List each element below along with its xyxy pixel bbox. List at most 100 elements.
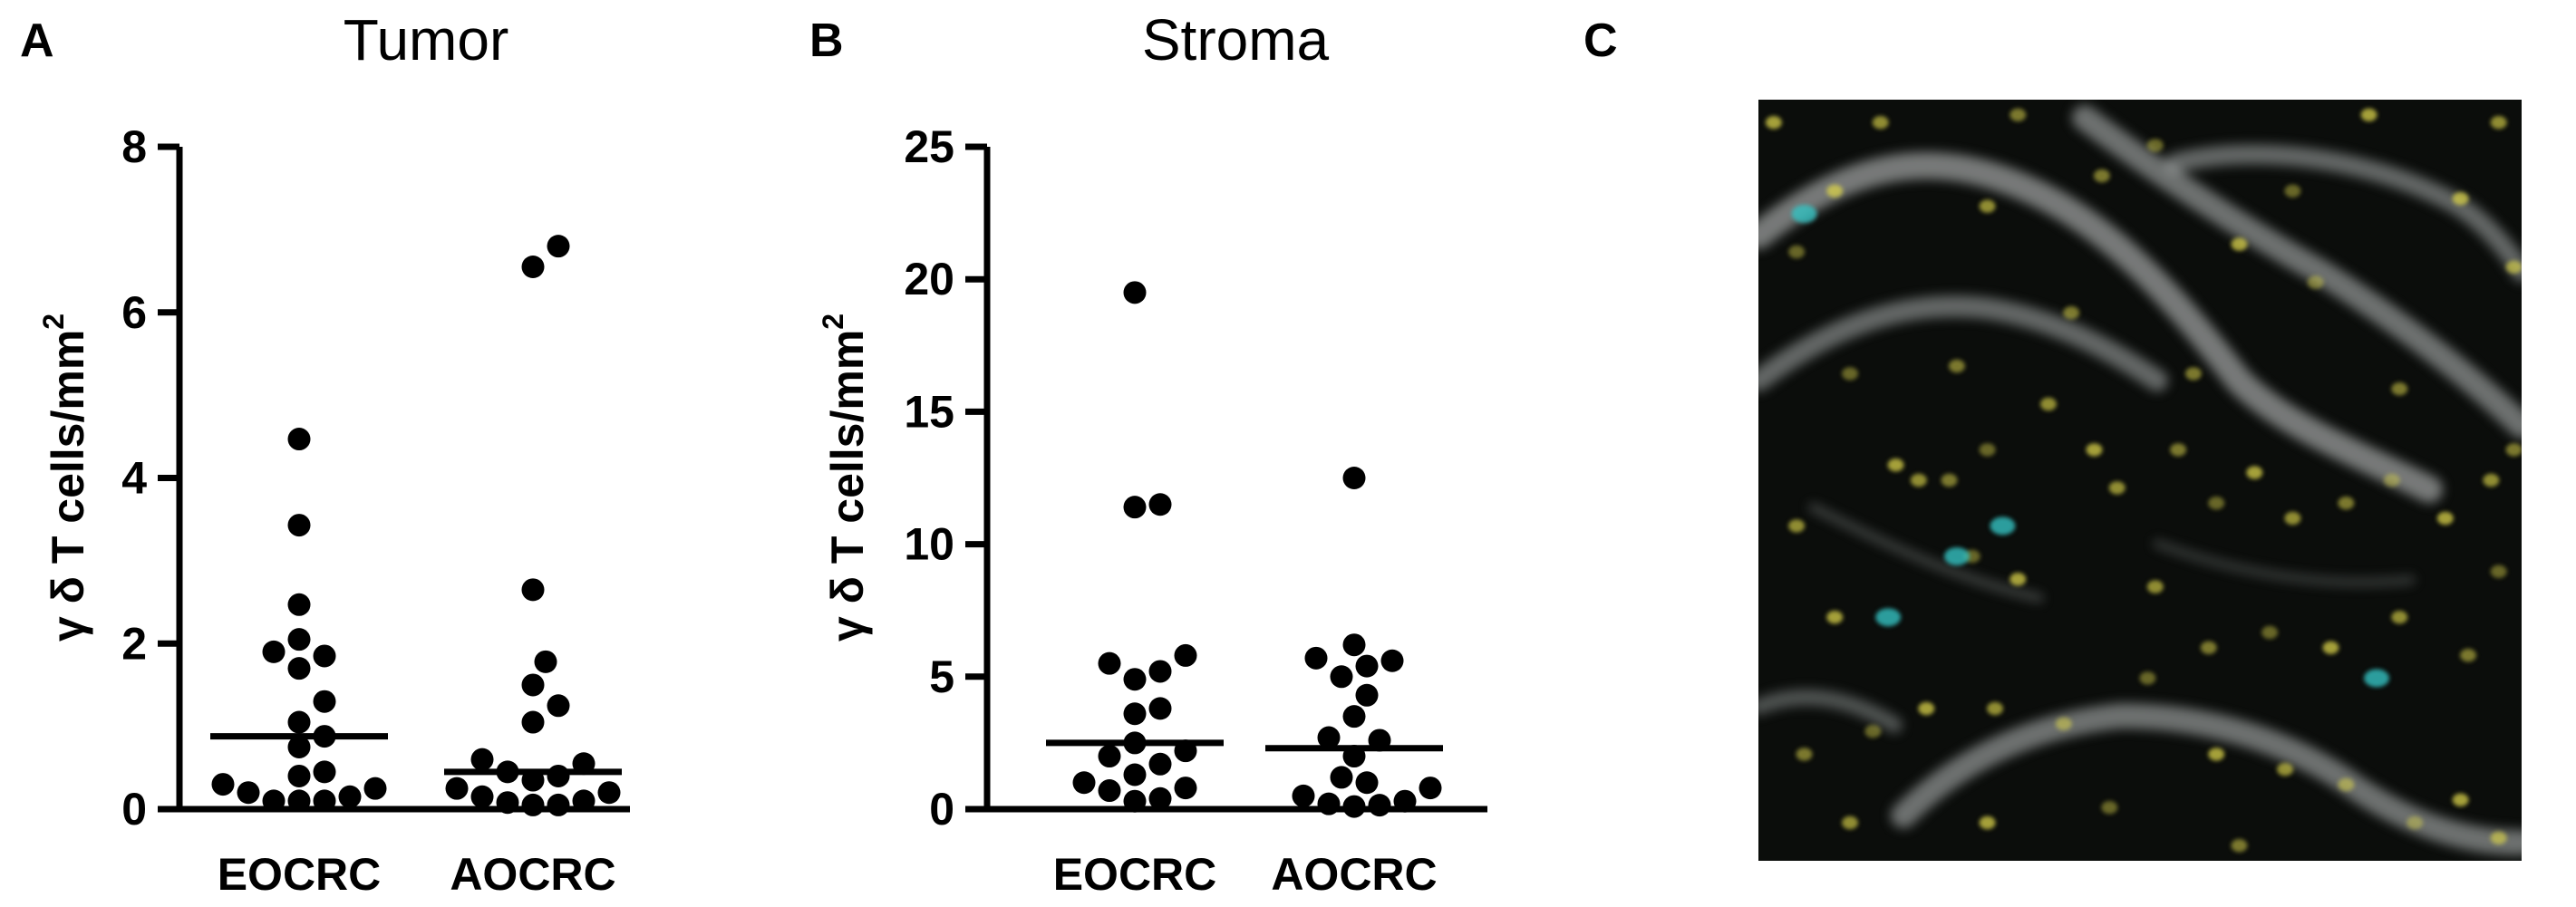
micrograph-cd3-cell-42 [1796,748,1813,761]
data-point-tumor-eocrc-1 [287,514,311,537]
micrograph-cd3-cell-3 [2146,139,2164,152]
data-point-stroma-eocrc-3 [1174,643,1197,667]
micrograph-cd3-cell-11 [2307,275,2324,289]
micrograph-cd3-cell-26 [2338,497,2355,510]
micrograph-cd3-cell-55 [2101,801,2118,815]
mean-lines-stroma [1046,739,1443,752]
data-point-tumor-aocrc-5 [547,694,570,718]
micrograph-cd3-cell-17 [1910,473,1927,487]
micrograph-cd3-cell-21 [2108,481,2126,495]
micrograph-cd3-cell-51 [2407,815,2424,830]
micrograph-cd3-cell-1 [1872,116,1889,130]
data-point-tumor-eocrc-3 [287,628,311,651]
micrograph-cd3-cell-14 [1948,359,1965,373]
data-point-stroma-aocrc-5 [1330,665,1353,689]
category-label-stroma-eocrc: EOCRC [1053,849,1217,900]
data-point-tumor-eocrc-15 [237,781,260,805]
data-point-tumor-aocrc-4 [521,673,545,697]
data-point-stroma-eocrc-5 [1148,660,1172,683]
y-tick-label-tumor-0: 0 [121,784,147,835]
micrograph-cd3-cell-20 [2086,443,2103,457]
data-point-tumor-aocrc-3 [534,650,557,673]
micrograph-cd3-cell-46 [2055,717,2072,730]
micrograph-cd3-cell-44 [1918,701,1935,716]
data-point-stroma-aocrc-12 [1355,771,1379,795]
micrograph-cd3-cell-41 [1788,519,1806,533]
micrograph-cd3-cell-25 [2284,511,2301,526]
category-label-stroma-aocrc: AOCRC [1271,849,1437,900]
data-point-stroma-aocrc-3 [1380,649,1404,672]
micrograph-cd3-cell-52 [2452,793,2469,806]
data-point-stroma-aocrc-16 [1317,792,1341,815]
data-point-tumor-aocrc-2 [521,578,545,602]
micrograph-cd3-cell-28 [2436,511,2454,526]
micrograph-cd3-cell-49 [2276,763,2293,777]
data-point-stroma-eocrc-18 [1123,789,1147,813]
micrograph-cd3-cell-37 [2391,611,2408,624]
panel-letter-c: C [1583,14,1618,67]
micrograph-cd3-cell-45 [1987,701,2004,716]
micrograph-cd3-cell-56 [1979,815,1996,830]
y-axis-ticks-stroma: 0 5 10 15 20 25 [904,121,987,835]
micrograph-cd3-cell-19 [1979,443,1996,457]
micrograph-cd3-cell-2 [2009,108,2027,121]
data-point-tumor-aocrc-6 [521,710,545,734]
data-point-tumor-eocrc-10 [287,735,311,758]
data-point-tumor-aocrc-13 [597,781,621,805]
data-point-stroma-aocrc-6 [1355,683,1379,707]
data-point-tumor-eocrc-4 [262,640,286,663]
data-point-tumor-aocrc-10 [547,764,570,787]
micrograph-cd3-cell-47 [2139,671,2156,685]
micrograph-cd3-cell-23 [2208,497,2225,510]
micrograph-cd3-cell-16 [1887,458,1904,472]
micrograph-cd3-cell-18 [1941,473,1958,487]
data-point-tumor-eocrc-6 [287,657,311,680]
micrograph-cd3-cell-6 [2093,169,2110,183]
data-point-tumor-eocrc-8 [287,710,311,734]
y-tick-label-tumor-2: 4 [121,453,147,504]
chart-title-stroma: Stroma [1142,7,1330,72]
y-tick-label-stroma-5: 25 [904,121,954,172]
data-point-stroma-eocrc-16 [1098,779,1121,803]
micrograph-cd3-cell-24 [2246,466,2263,479]
micrograph-cd3-cell-57 [1842,815,1859,830]
y-axis-label-stroma: γ δ T cells/mm2 [817,314,873,642]
micrograph-cd3-cell-60 [1826,184,1844,198]
data-point-tumor-eocrc-11 [313,760,336,784]
micrograph-tcr-cell-1 [1990,516,2016,536]
micrograph-cd3-cell-32 [2009,573,2027,586]
y-tick-label-stroma-1: 5 [929,651,954,702]
micrograph-cd3-cell-59 [1788,245,1806,259]
data-point-tumor-aocrc-16 [496,791,519,815]
data-point-tumor-aocrc-17 [521,793,545,816]
data-point-tumor-eocrc-5 [313,644,336,668]
micrograph-cd3-cell-34 [2200,641,2217,654]
data-points-tumor [211,235,621,816]
data-point-tumor-eocrc-12 [287,764,311,787]
data-point-tumor-aocrc-14 [470,785,494,808]
micrograph-cd3-cells [1765,108,2522,853]
data-point-tumor-eocrc-19 [262,789,286,813]
data-point-tumor-eocrc-14 [363,777,387,800]
micrograph-cd3-cell-27 [2383,473,2400,487]
micrograph-cd3-cell-38 [2460,649,2477,662]
micrograph-tcr-cell-4 [2364,669,2390,688]
data-point-tumor-eocrc-17 [287,789,311,813]
y-tick-label-stroma-2: 10 [904,519,954,570]
micrograph-cd3-cell-13 [2039,397,2057,411]
data-point-tumor-aocrc-1 [521,255,545,278]
micrograph-cd3-cell-29 [2483,473,2500,487]
micrograph-cd3-cell-8 [2452,192,2469,206]
panel-letter-b: B [809,14,844,67]
data-point-stroma-aocrc-13 [1419,777,1442,800]
data-point-stroma-eocrc-8 [1123,702,1147,726]
data-point-tumor-eocrc-18 [313,789,336,813]
micrograph-cd3-cell-12 [2231,237,2248,251]
data-point-stroma-eocrc-14 [1072,771,1096,795]
micrograph-cd3-cell-62 [2391,382,2408,396]
data-point-tumor-aocrc-12 [445,777,469,800]
micrograph-cd3-cell-22 [2170,443,2187,457]
micrograph-cd3-cell-54 [2231,839,2248,853]
